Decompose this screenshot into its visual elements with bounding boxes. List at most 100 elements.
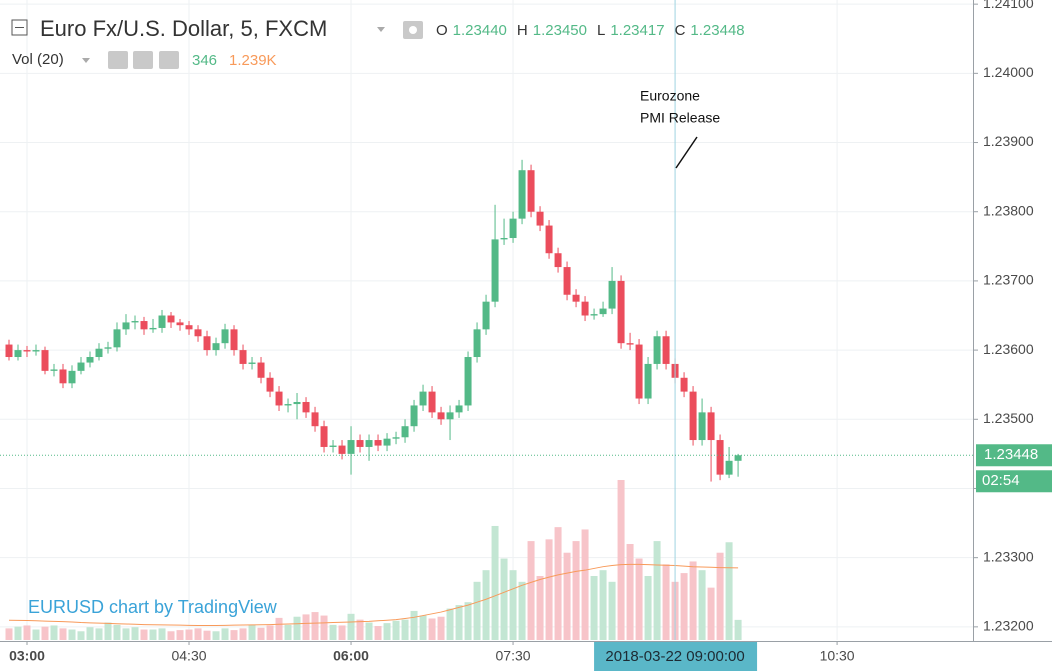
candle-body xyxy=(302,401,310,413)
volume-bar xyxy=(68,629,76,640)
ohlc-value: 1.23450 xyxy=(533,22,587,39)
volume-bar xyxy=(104,622,112,640)
candle-layer xyxy=(5,159,742,482)
candle-body xyxy=(698,412,706,441)
candle-body xyxy=(77,362,85,371)
volume-bar xyxy=(635,558,643,640)
candle-body xyxy=(455,405,463,413)
eye-icon[interactable] xyxy=(108,51,128,69)
candle-body xyxy=(194,329,202,337)
candle-body xyxy=(293,401,301,405)
candle-body xyxy=(545,225,553,254)
candle-body xyxy=(527,170,535,212)
volume-bar xyxy=(320,615,328,640)
volume-bar xyxy=(428,618,436,640)
dropdown-icon[interactable] xyxy=(377,27,385,32)
candle-body xyxy=(347,440,355,454)
volume-bar xyxy=(581,529,589,640)
volume-bar xyxy=(527,541,535,640)
volume-bar xyxy=(482,570,490,640)
volume-bar xyxy=(554,527,562,640)
volume-bar xyxy=(59,628,67,640)
candle-body xyxy=(608,280,616,309)
candle-body xyxy=(185,325,193,330)
close-icon[interactable] xyxy=(159,51,179,69)
volume-bar xyxy=(509,570,517,640)
volume-bar xyxy=(167,631,175,640)
eye-icon-pupil xyxy=(409,26,417,34)
candle-body xyxy=(626,343,634,345)
volume-value: 346 xyxy=(192,52,217,69)
volume-bar xyxy=(365,622,373,640)
candle-body xyxy=(572,294,580,302)
candle-body xyxy=(554,253,562,268)
volume-bar xyxy=(329,624,337,640)
volume-bar xyxy=(14,626,22,640)
candle-body xyxy=(518,170,526,219)
candle-body xyxy=(680,377,688,392)
chart-title: Euro Fx/U.S. Dollar, 5, FXCM xyxy=(40,16,327,41)
candle-body xyxy=(356,440,364,447)
candle-body xyxy=(284,404,292,406)
volume-bar xyxy=(536,576,544,640)
candle-body xyxy=(86,357,94,363)
ohlc-value: 1.23440 xyxy=(453,22,507,39)
annotation-arrow xyxy=(675,136,698,169)
candle-body xyxy=(23,350,31,352)
volume-bar xyxy=(86,627,94,640)
volume-bar xyxy=(140,629,148,640)
volume-bar xyxy=(734,619,742,640)
volume-bar xyxy=(284,624,292,640)
candle-body xyxy=(536,211,544,226)
candle-body xyxy=(419,391,427,406)
volume-bar xyxy=(176,630,184,640)
volume-bar xyxy=(23,625,31,640)
volume-bar xyxy=(491,525,499,640)
y-tick-label: 1.24100 xyxy=(983,0,1034,11)
volume-bar xyxy=(617,480,625,640)
y-tick-label: 1.23900 xyxy=(983,133,1034,149)
y-tick-label: 1.23700 xyxy=(983,272,1034,288)
ohlc-key: O xyxy=(436,22,448,39)
candle-body xyxy=(5,344,13,358)
volume-bar xyxy=(149,629,157,640)
x-tick-label: 03:00 xyxy=(9,648,45,664)
grid-layer xyxy=(0,0,973,640)
collapse-box[interactable] xyxy=(11,19,28,36)
candle-body xyxy=(50,369,58,371)
volume-bar xyxy=(464,602,472,640)
candle-body xyxy=(320,426,328,447)
candle-body xyxy=(257,362,265,378)
volume-bar xyxy=(653,541,661,640)
volume-bar xyxy=(374,626,382,640)
candle-body xyxy=(401,426,409,438)
crosshair-time-label: 2018-03-22 09:00:00 xyxy=(605,648,744,665)
volume-bar xyxy=(401,619,409,640)
countdown-box xyxy=(976,470,1052,493)
candle-body xyxy=(122,322,130,330)
volume-bar xyxy=(194,628,202,640)
volume-bar xyxy=(500,558,508,640)
volume-bar xyxy=(302,614,310,640)
candle-body xyxy=(113,329,121,348)
volume-ma-value: 1.239K xyxy=(229,52,277,69)
candle-body xyxy=(707,412,715,441)
crosshair-time-box xyxy=(594,642,758,671)
candle-body xyxy=(239,350,247,364)
x-tick-label: 07:30 xyxy=(496,648,531,664)
settings-icon[interactable] xyxy=(133,51,153,69)
candle-body xyxy=(275,391,283,406)
candle-body xyxy=(311,412,319,427)
candle-body xyxy=(158,315,166,328)
volume-bar xyxy=(266,625,274,640)
y-tick-label: 1.23600 xyxy=(983,341,1034,357)
volume-bar xyxy=(275,617,283,640)
volume-bar xyxy=(185,629,193,640)
candle-body xyxy=(374,440,382,446)
volume-bar xyxy=(212,631,220,640)
volume-bar xyxy=(32,629,40,640)
dropdown-icon[interactable] xyxy=(82,58,90,63)
candle-body xyxy=(644,363,652,399)
candle-body xyxy=(725,460,733,475)
volume-bar xyxy=(455,605,463,640)
